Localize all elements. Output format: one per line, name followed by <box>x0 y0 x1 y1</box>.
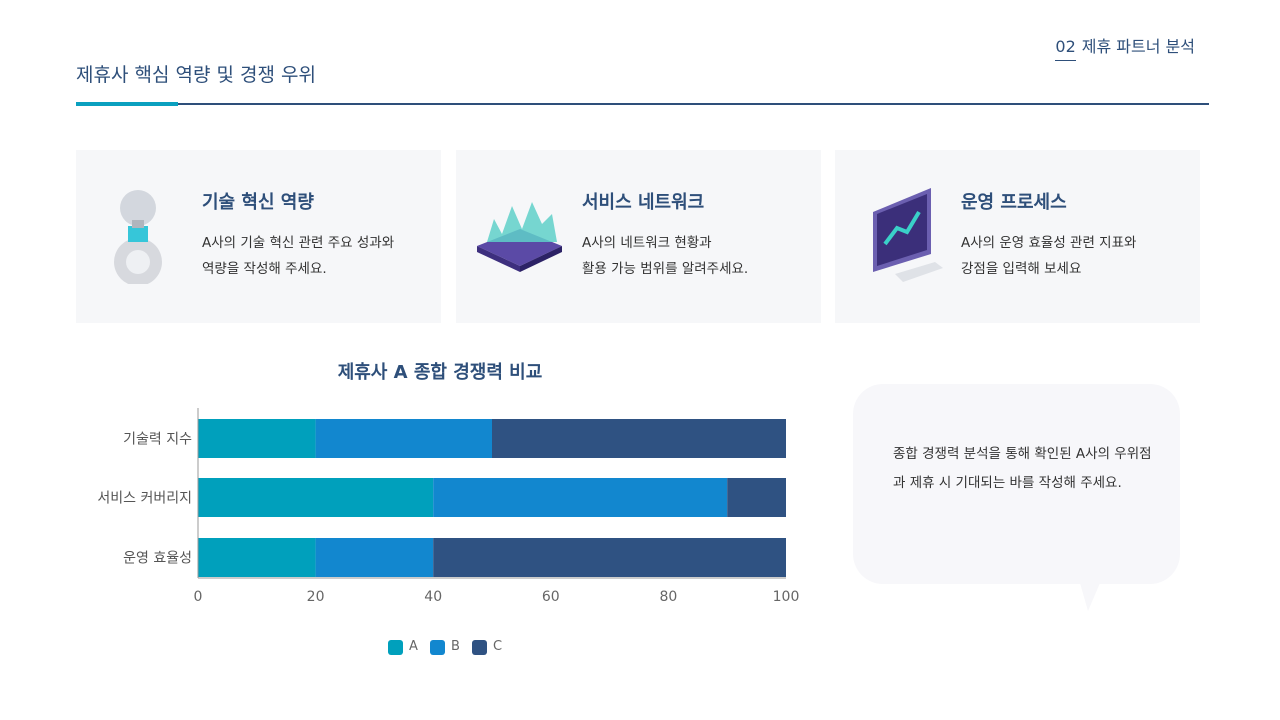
x-tick-label: 100 <box>773 589 800 605</box>
card-network: 서비스 네트워크 A사의 네트워크 현황과 활용 가능 범위를 알려주세요. <box>456 150 821 323</box>
x-tick-label: 60 <box>542 589 560 605</box>
card-text: A사의 네트워크 현황과 활용 가능 범위를 알려주세요. <box>582 235 749 277</box>
lightbulb-gear-icon <box>114 190 162 284</box>
category-label: 운영 효율성 <box>123 551 192 567</box>
card-text: A사의 기술 혁신 관련 주요 성과와 역량을 작성해 주세요. <box>202 235 395 277</box>
chip-network-icon <box>477 202 562 272</box>
card-title: 운영 프로세스 <box>961 192 1067 213</box>
page-title: 제휴사 핵심 역량 및 경쟁 우위 <box>76 64 316 86</box>
legend-label: A <box>409 639 418 654</box>
header-divider <box>76 103 1209 105</box>
legend-swatch-b <box>430 640 445 655</box>
x-tick-label: 40 <box>424 589 442 605</box>
bar-b <box>433 478 728 517</box>
card-process: 운영 프로세스 A사의 운영 효율성 관련 지표와 강점을 입력해 보세요 <box>835 150 1200 323</box>
bubble-text: 종합 경쟁력 분석을 통해 확인된 A사의 우위점과 제휴 시 기대되는 바를 … <box>893 446 1152 491</box>
bar-a <box>198 478 434 517</box>
category-label: 기술력 지수 <box>123 432 192 448</box>
bar-c <box>727 478 786 517</box>
legend-label: C <box>493 639 502 654</box>
bar-a <box>198 538 316 577</box>
legend-label: B <box>451 639 460 654</box>
category-label: 서비스 커버리지 <box>97 491 192 507</box>
bar-c <box>492 419 786 458</box>
bar-b <box>315 538 434 577</box>
legend-swatch-a <box>388 640 403 655</box>
card-tech: 기술 혁신 역량 A사의 기술 혁신 관련 주요 성과와 역량을 작성해 주세요… <box>76 150 441 323</box>
card-title: 기술 혁신 역량 <box>202 192 314 213</box>
bar-c <box>433 538 786 577</box>
x-tick-label: 20 <box>307 589 325 605</box>
bar-a <box>198 419 316 458</box>
speech-bubble: 종합 경쟁력 분석을 통해 확인된 A사의 우위점과 제휴 시 기대되는 바를 … <box>853 384 1180 584</box>
speech-bubble-tail <box>1080 583 1100 611</box>
x-tick-label: 80 <box>659 589 677 605</box>
section-name: 제휴 파트너 분석 <box>1081 37 1195 56</box>
bar-b <box>315 419 492 458</box>
card-text: A사의 운영 효율성 관련 지표와 강점을 입력해 보세요 <box>961 235 1137 277</box>
header-divider-accent <box>76 102 178 106</box>
section-number: 02 <box>1055 37 1076 61</box>
card-title: 서비스 네트워크 <box>582 192 705 213</box>
chart-title: 제휴사 A 종합 경쟁력 비교 <box>337 362 543 383</box>
legend-swatch-c <box>472 640 487 655</box>
monitor-chart-icon <box>873 188 943 282</box>
x-tick-label: 0 <box>194 589 203 605</box>
section-label: 02 제휴 파트너 분석 <box>1055 33 1195 61</box>
